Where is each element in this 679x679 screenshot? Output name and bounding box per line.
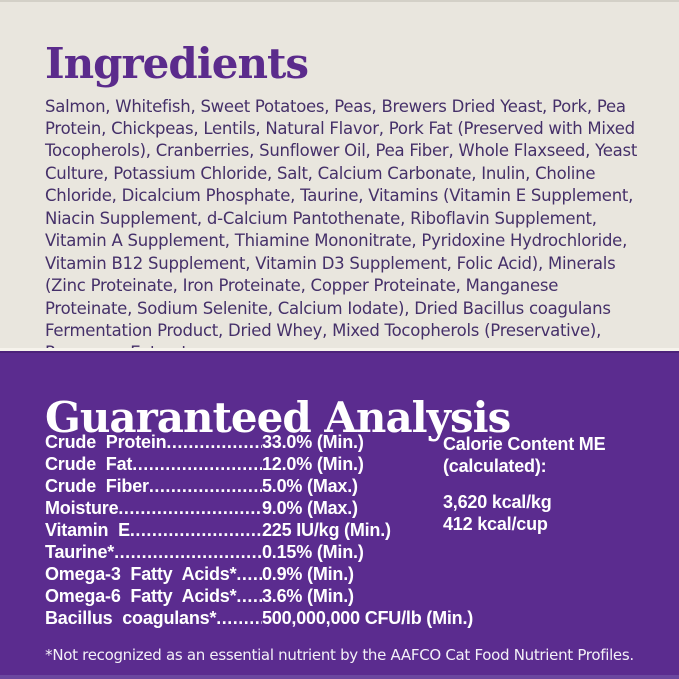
leader-dots: ............. bbox=[216, 608, 262, 628]
leader-dots: .......... bbox=[236, 564, 262, 584]
ingredients-section: Ingredients Salmon, Whitefish, Sweet Pot… bbox=[0, 0, 679, 362]
ga-row-label: Crude Protein bbox=[45, 432, 167, 452]
ga-row-label: Moisture bbox=[45, 498, 119, 518]
leader-dots: ...................... bbox=[166, 432, 262, 452]
ga-row-label: Omega-3 Fatty Acids* bbox=[45, 564, 237, 584]
ga-row-vitamin-e: Vitamin E............................ 22… bbox=[45, 520, 445, 542]
ga-row-taurine: Taurine*............................... … bbox=[45, 542, 445, 564]
ingredients-list-text: Salmon, Whitefish, Sweet Potatoes, Peas,… bbox=[45, 96, 638, 363]
ga-row-label: Omega-6 Fatty Acids* bbox=[45, 586, 237, 606]
ga-row-omega-3: Omega-3 Fatty Acids*.......... 0.9% (Min… bbox=[45, 564, 445, 586]
ga-row-value: 3.6% (Min.) bbox=[262, 586, 354, 606]
section-divider bbox=[0, 348, 679, 351]
ga-row-value: 500,000,000 CFU/lb (Min.) bbox=[262, 608, 474, 628]
ga-row-value: 225 IU/kg (Min.) bbox=[262, 520, 391, 540]
calorie-kcal-per-kg: 3,620 kcal/kg bbox=[443, 492, 552, 512]
leader-dots: ............................... bbox=[114, 542, 262, 562]
aafco-footnote: *Not recognized as an essential nutrient… bbox=[45, 646, 634, 664]
ga-row-value: 9.0% (Max.) bbox=[262, 498, 358, 518]
calorie-values: 3,620 kcal/kg 412 kcal/cup bbox=[443, 491, 605, 535]
ga-row-value: 12.0% (Min.) bbox=[262, 454, 364, 474]
ga-row-moisture: Moisture............................... … bbox=[45, 498, 445, 520]
ga-row-omega-6: Omega-6 Fatty Acids*.......... 3.6% (Min… bbox=[45, 586, 445, 608]
calorie-heading-line2: (calculated): bbox=[443, 456, 547, 476]
guaranteed-analysis-section: Guaranteed Analysis Crude Protein.......… bbox=[0, 351, 679, 679]
leader-dots: ............................ bbox=[129, 520, 262, 540]
calorie-content-block: Calorie Content ME (calculated): 3,620 k… bbox=[443, 433, 606, 535]
ga-row-label: Crude Fiber bbox=[45, 476, 149, 496]
ga-row-crude-protein: Crude Protein...................... 33.0… bbox=[45, 432, 445, 454]
ga-row-label: Taurine* bbox=[45, 542, 115, 562]
leader-dots: ............................... bbox=[118, 498, 262, 518]
leader-dots: ............................. bbox=[132, 454, 262, 474]
ga-row-label: Vitamin E bbox=[45, 520, 130, 540]
ga-row-value: 0.15% (Min.) bbox=[262, 542, 364, 562]
ga-row-crude-fiber: Crude Fiber.......................... 5.… bbox=[45, 476, 445, 498]
ga-row-value: 33.0% (Min.) bbox=[262, 432, 364, 452]
leader-dots: .......................... bbox=[148, 476, 262, 496]
ga-row-crude-fat: Crude Fat............................. 1… bbox=[45, 454, 445, 476]
ingredients-title: Ingredients bbox=[45, 39, 309, 89]
calorie-kcal-per-cup: 412 kcal/cup bbox=[443, 514, 548, 534]
ga-row-label: Bacillus coagulans* bbox=[45, 608, 217, 628]
guaranteed-analysis-table: Crude Protein...................... 33.0… bbox=[45, 432, 473, 630]
calorie-heading-line1: Calorie Content ME bbox=[443, 434, 606, 454]
leader-dots: .......... bbox=[236, 586, 262, 606]
ga-row-bacillus-coagulans: Bacillus coagulans*............. 500,000… bbox=[45, 608, 473, 630]
bottom-edge-strip bbox=[0, 675, 679, 679]
ga-row-value: 5.0% (Max.) bbox=[262, 476, 358, 496]
ga-row-label: Crude Fat bbox=[45, 454, 133, 474]
guaranteed-analysis-title: Guaranteed Analysis bbox=[45, 393, 511, 443]
ga-row-value: 0.9% (Min.) bbox=[262, 564, 354, 584]
